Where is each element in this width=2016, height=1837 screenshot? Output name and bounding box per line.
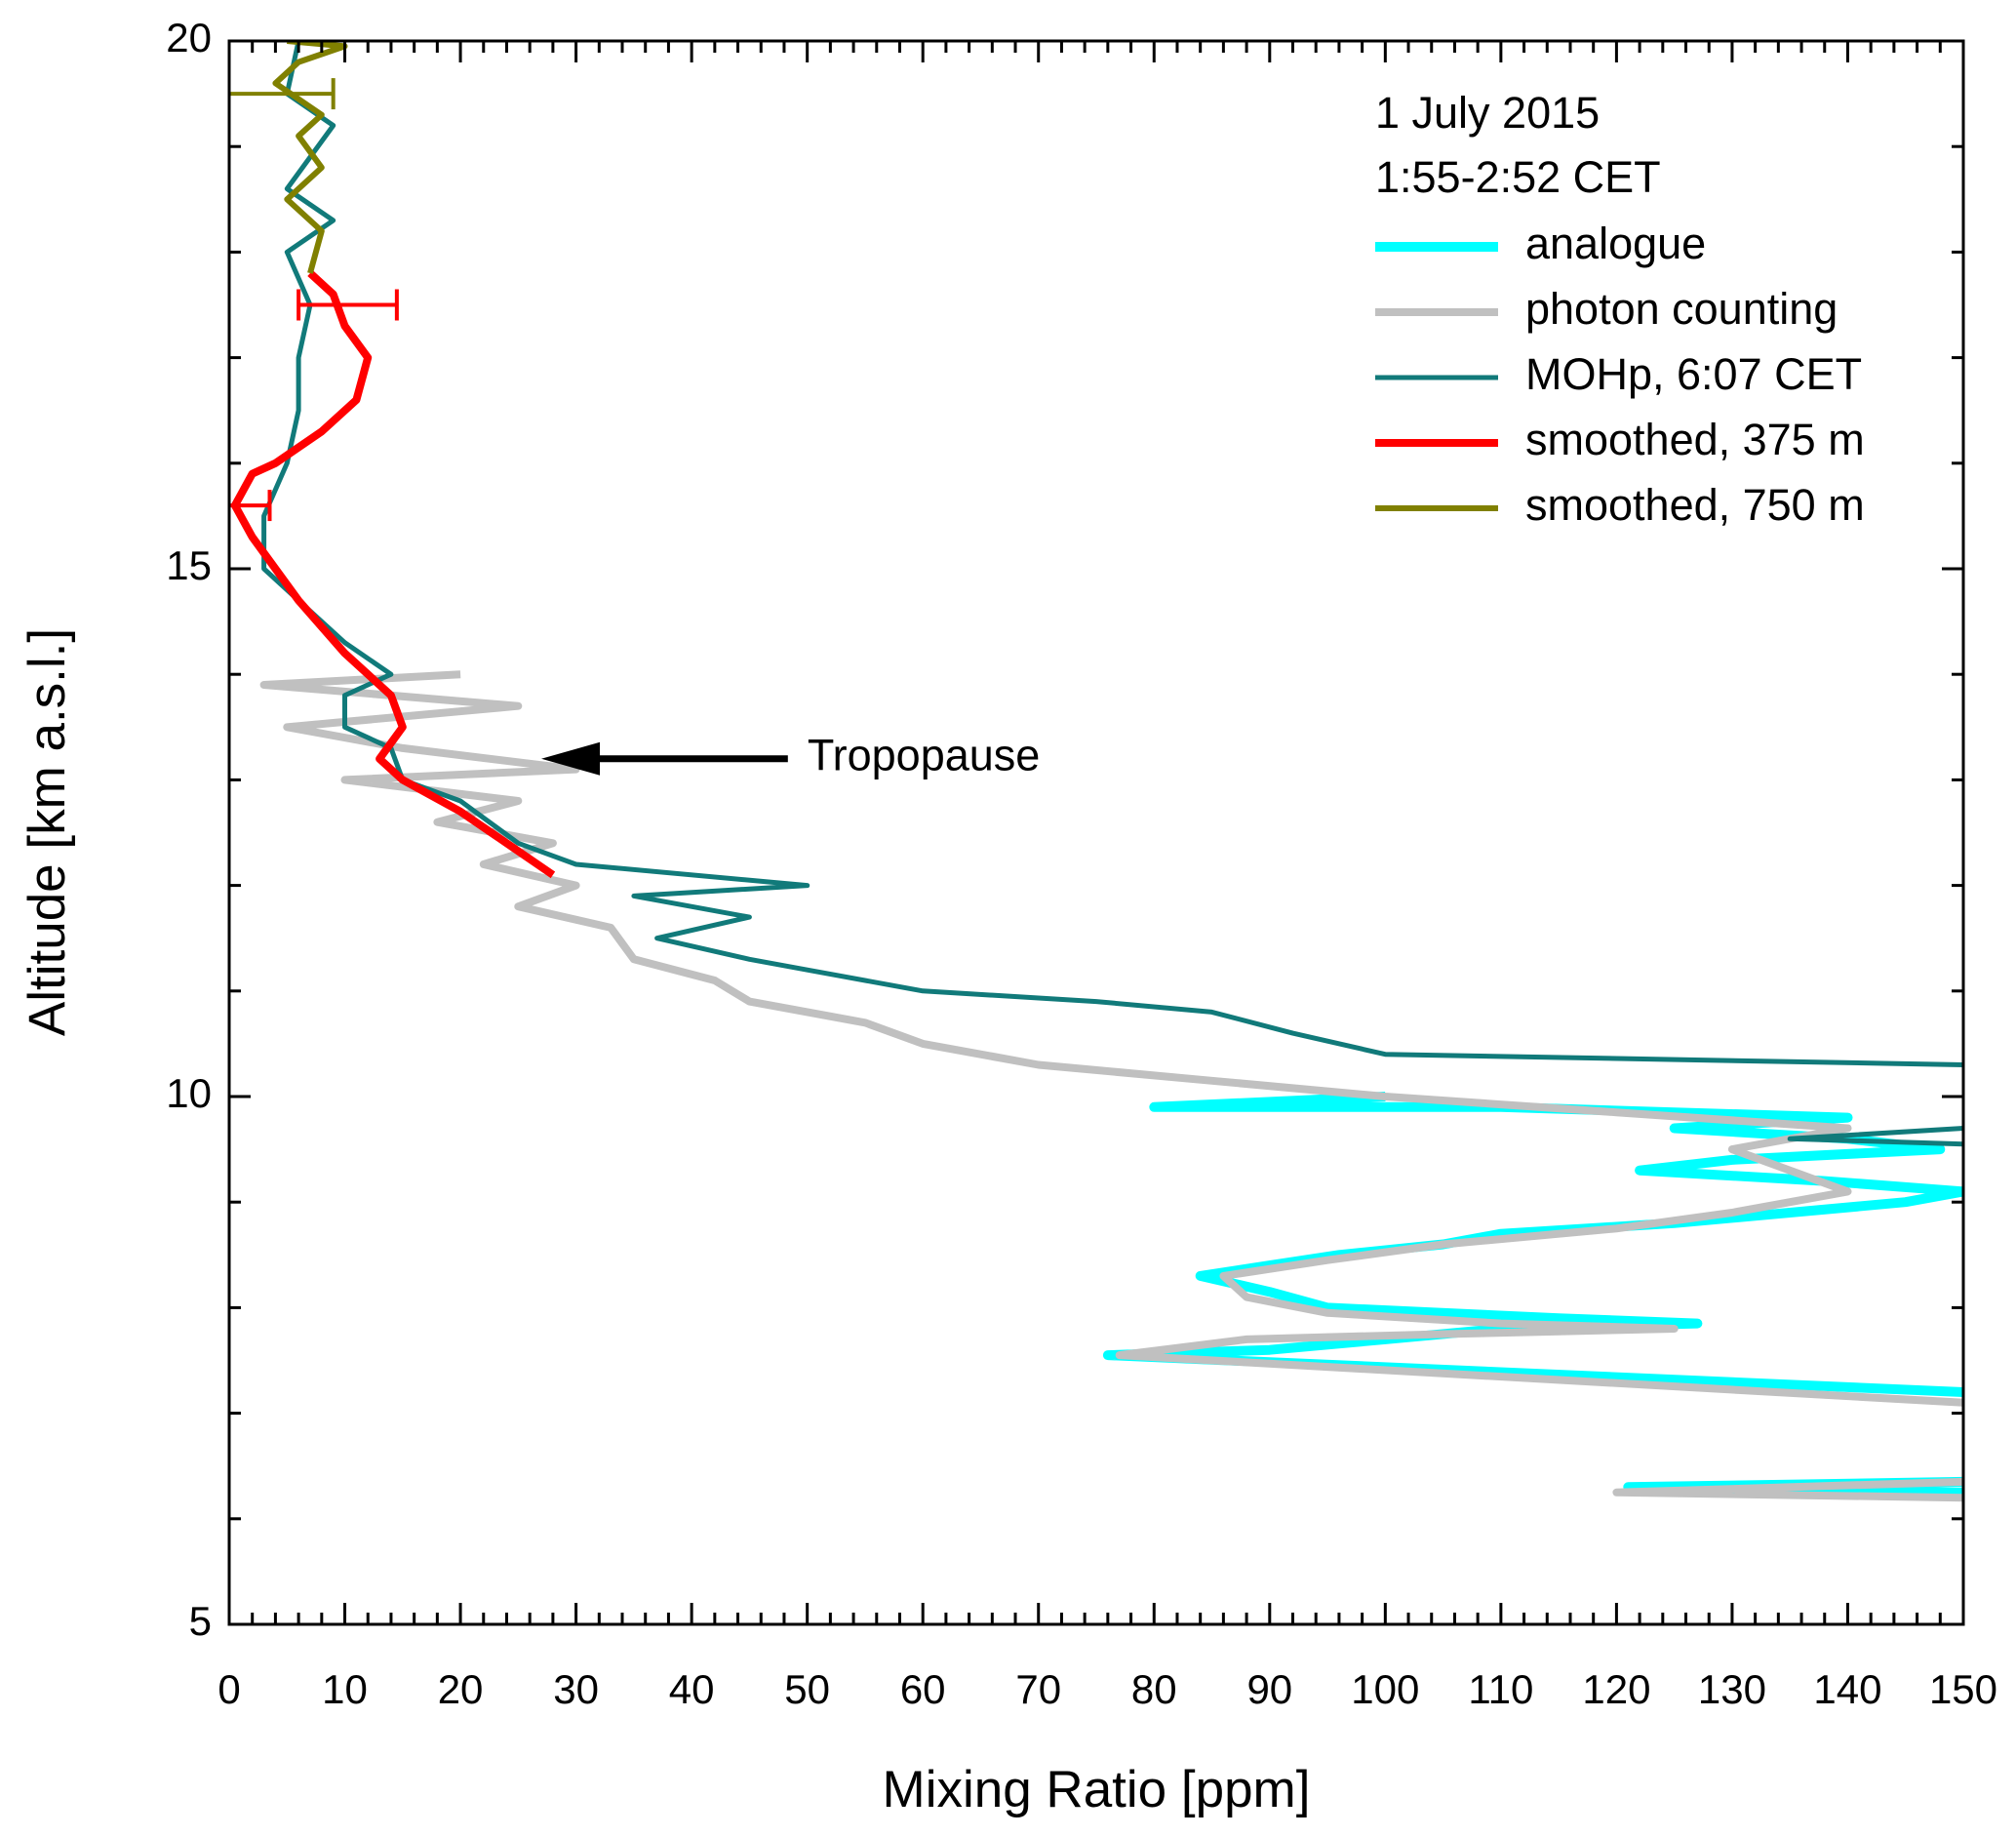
x-tick-label: 60 bbox=[900, 1666, 946, 1712]
x-tick-label: 100 bbox=[1351, 1666, 1419, 1712]
x-tick-label: 50 bbox=[784, 1666, 830, 1712]
y-tick-label: 10 bbox=[166, 1070, 212, 1116]
data-line bbox=[259, 670, 1963, 1502]
annotation-arrowhead bbox=[541, 741, 601, 776]
error-bar bbox=[229, 490, 272, 522]
x-tick-label: 70 bbox=[1015, 1666, 1061, 1712]
legend-label: photon counting bbox=[1525, 284, 1838, 334]
legend-title: 1:55-2:52 CET bbox=[1375, 152, 1661, 202]
x-tick-label: 120 bbox=[1582, 1666, 1650, 1712]
error-bar bbox=[296, 289, 399, 321]
error-bar bbox=[229, 78, 336, 110]
y-tick-label: 5 bbox=[189, 1598, 212, 1644]
x-tick-label: 30 bbox=[553, 1666, 599, 1712]
data-line bbox=[230, 270, 556, 879]
x-tick-label: 20 bbox=[438, 1666, 484, 1712]
plot-area bbox=[229, 41, 1963, 1502]
y-tick-label: 15 bbox=[166, 542, 212, 588]
x-axis-title: Mixing Ratio [ppm] bbox=[883, 1761, 1311, 1818]
annotation: Tropopause bbox=[808, 731, 1041, 780]
x-tick-label: 150 bbox=[1929, 1666, 1997, 1712]
x-tick-label: 90 bbox=[1246, 1666, 1292, 1712]
legend-label: analogue bbox=[1525, 219, 1706, 268]
plot-frame bbox=[227, 39, 1965, 1626]
x-tick-label: 140 bbox=[1813, 1666, 1881, 1712]
y-axis-title: Altitude [km a.s.l.] bbox=[19, 628, 76, 1036]
legend-title: 1 July 2015 bbox=[1375, 88, 1600, 138]
data-line bbox=[272, 41, 348, 274]
x-tick-label: 80 bbox=[1131, 1666, 1177, 1712]
legend-label: MOHp, 6:07 CET bbox=[1525, 349, 1862, 399]
legend-label: smoothed, 375 m bbox=[1525, 415, 1865, 464]
x-tick-label: 130 bbox=[1698, 1666, 1766, 1712]
data-line bbox=[1102, 1092, 1963, 1498]
data-line bbox=[261, 41, 1963, 1147]
y-tick-label: 20 bbox=[166, 15, 212, 60]
x-tick-label: 40 bbox=[669, 1666, 715, 1712]
x-tick-label: 0 bbox=[217, 1666, 240, 1712]
legend-label: smoothed, 750 m bbox=[1525, 480, 1865, 530]
x-tick-label: 10 bbox=[322, 1666, 368, 1712]
x-tick-label: 110 bbox=[1468, 1666, 1533, 1712]
